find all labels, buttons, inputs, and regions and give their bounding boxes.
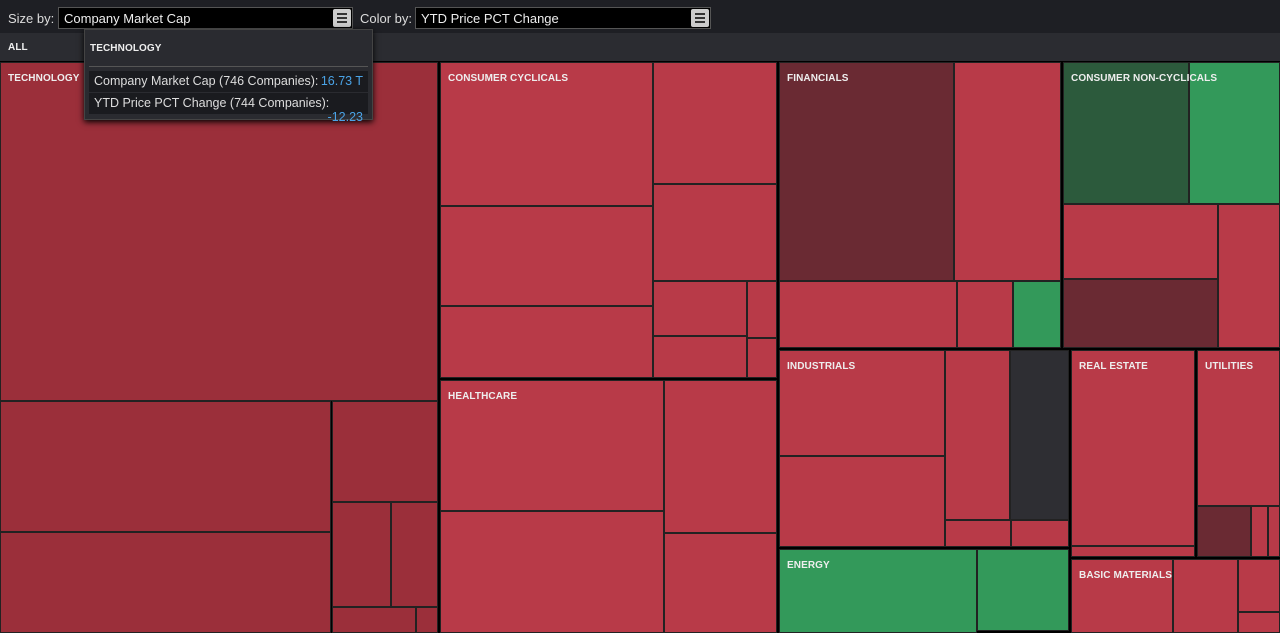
row-value: 16.73 T — [320, 74, 363, 88]
size-label: Size by: — [8, 11, 55, 26]
tile[interactable] — [653, 184, 777, 281]
tile[interactable] — [945, 520, 1011, 547]
tile[interactable] — [440, 62, 653, 206]
tile[interactable] — [779, 549, 977, 633]
tile[interactable] — [1011, 520, 1069, 547]
tooltip-row: YTD Price PCT Change (744 Companies): -12… — [89, 93, 368, 124]
tile[interactable] — [1071, 546, 1195, 557]
menu-button[interactable] — [333, 9, 351, 27]
tile[interactable] — [440, 380, 664, 511]
tile[interactable] — [332, 607, 416, 633]
tile[interactable] — [957, 281, 1013, 348]
tile[interactable] — [440, 306, 653, 378]
tile[interactable] — [1010, 350, 1069, 520]
tile[interactable] — [1071, 350, 1195, 546]
sector-label: HEALTHCARE — [448, 391, 518, 402]
tile[interactable] — [332, 401, 438, 502]
tile[interactable] — [332, 502, 391, 607]
tile[interactable] — [1063, 204, 1218, 279]
size-value: Company Market Cap — [64, 11, 191, 26]
color-value: YTD Price PCT Change — [421, 11, 559, 26]
tile[interactable] — [664, 533, 777, 633]
tile[interactable] — [440, 206, 653, 306]
sector-label: BASIC MATERIALS — [1079, 570, 1172, 581]
tile[interactable] — [1063, 62, 1189, 204]
tile[interactable] — [954, 62, 1061, 281]
tile[interactable] — [1238, 612, 1280, 633]
tile[interactable] — [747, 281, 777, 338]
tile[interactable] — [1063, 279, 1218, 348]
tile[interactable] — [653, 336, 747, 378]
sector-label: FINANCIALS — [787, 73, 849, 84]
breadcrumb[interactable]: ALL — [8, 42, 28, 53]
tile[interactable] — [391, 502, 438, 607]
color-label: Color by: — [360, 11, 413, 26]
tooltip-title: TECHNOLOGY — [90, 43, 162, 54]
sector-label: CONSUMER CYCLICALS — [448, 73, 569, 84]
row-value: -12.23 — [327, 110, 363, 124]
size-select[interactable]: Company Market Cap — [58, 7, 353, 29]
tile[interactable] — [440, 511, 664, 633]
menu-button[interactable] — [691, 9, 709, 27]
tile[interactable] — [416, 607, 438, 633]
sector-label: UTILITIES — [1205, 361, 1254, 372]
sector-label: CONSUMER NON-CYCLICALS — [1071, 73, 1218, 84]
tile[interactable] — [1197, 506, 1251, 557]
tile[interactable] — [1238, 559, 1280, 612]
tile[interactable] — [779, 62, 954, 281]
tile[interactable] — [653, 62, 777, 184]
tile[interactable] — [1197, 350, 1280, 506]
sector-label: TECHNOLOGY — [8, 73, 80, 84]
row-label: YTD Price PCT Change (744 Companies): — [94, 96, 330, 110]
tile[interactable] — [779, 350, 945, 456]
tooltip: TECHNOLOGY Company Market Cap (746 Compa… — [84, 29, 373, 124]
tile[interactable] — [0, 401, 331, 532]
tile[interactable] — [945, 350, 1010, 520]
sector-label: ENERGY — [787, 560, 830, 571]
tile[interactable] — [1071, 559, 1173, 633]
tile[interactable] — [653, 281, 747, 336]
tile[interactable] — [1251, 506, 1268, 557]
row-label: Company Market Cap (746 Companies): — [94, 74, 319, 88]
tile[interactable] — [977, 549, 1069, 631]
tile[interactable] — [1268, 506, 1280, 557]
tile[interactable] — [779, 281, 957, 348]
color-select[interactable]: YTD Price PCT Change — [415, 7, 711, 29]
tile[interactable] — [1173, 559, 1238, 633]
sector-label: REAL ESTATE — [1079, 361, 1148, 372]
tile[interactable] — [0, 532, 331, 633]
tile[interactable] — [1013, 281, 1061, 348]
tile[interactable] — [779, 456, 945, 547]
toolbar: Size by: Company Market Cap Color by: YT… — [0, 0, 1280, 33]
tile[interactable] — [664, 380, 777, 533]
tile[interactable] — [1218, 204, 1280, 348]
tooltip-row: Company Market Cap (746 Companies): 16.73… — [89, 71, 368, 92]
tile[interactable] — [747, 338, 777, 378]
divider — [89, 66, 368, 67]
sector-label: INDUSTRIALS — [787, 361, 856, 372]
